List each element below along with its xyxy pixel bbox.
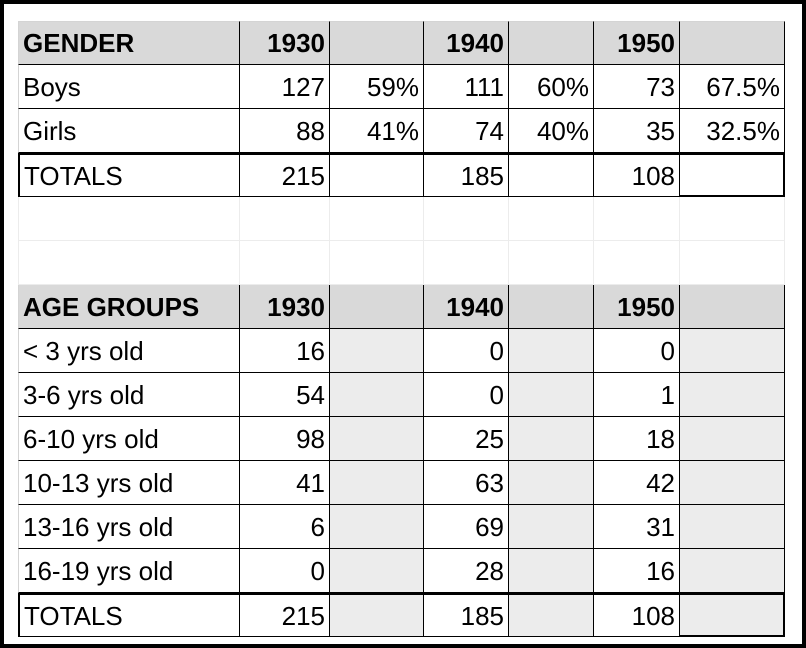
empty-cell[interactable] <box>594 197 680 241</box>
age-header-cell[interactable]: AGE GROUPS <box>18 285 240 329</box>
age-cell[interactable]: 16 <box>240 329 330 373</box>
age-cell[interactable]: 1 <box>594 373 680 417</box>
age-totals-label[interactable]: TOTALS <box>18 593 240 637</box>
age-row-label[interactable]: 10-13 yrs old <box>18 461 240 505</box>
gender-totals-cell[interactable] <box>330 153 424 197</box>
spreadsheet-grid: GENDER 1930 1940 1950 Boys 127 59% 111 60% 73 67.5… <box>18 21 785 637</box>
gender-cell[interactable]: 41% <box>330 109 424 153</box>
gender-cell[interactable]: 59% <box>330 65 424 109</box>
gender-header-cell[interactable]: GENDER <box>18 21 240 65</box>
empty-cell[interactable] <box>18 197 240 241</box>
gender-header-col-2[interactable] <box>330 21 424 65</box>
empty-cell[interactable] <box>18 241 240 285</box>
empty-cell[interactable] <box>509 241 594 285</box>
empty-cell[interactable] <box>240 197 330 241</box>
empty-cell[interactable] <box>330 197 424 241</box>
age-empty-cell[interactable] <box>330 373 424 417</box>
age-empty-cell[interactable] <box>330 417 424 461</box>
age-row-label[interactable]: 16-19 yrs old <box>18 549 240 593</box>
age-empty-cell[interactable] <box>330 505 424 549</box>
empty-cell[interactable] <box>240 241 330 285</box>
age-header-col-1[interactable]: 1930 <box>240 285 330 329</box>
empty-cell[interactable] <box>424 197 509 241</box>
gender-header-col-3[interactable]: 1940 <box>424 21 509 65</box>
gender-totals-cell[interactable]: 185 <box>424 153 509 197</box>
gender-cell[interactable]: 40% <box>509 109 594 153</box>
age-cell[interactable]: 0 <box>424 373 509 417</box>
age-empty-cell[interactable] <box>509 417 594 461</box>
age-empty-cell[interactable] <box>330 461 424 505</box>
age-empty-cell[interactable] <box>680 549 785 593</box>
age-totals-cell[interactable]: 108 <box>594 593 680 637</box>
gender-cell[interactable]: 127 <box>240 65 330 109</box>
age-empty-cell[interactable] <box>509 549 594 593</box>
gender-row-label[interactable]: Boys <box>18 65 240 109</box>
age-cell[interactable]: 25 <box>424 417 509 461</box>
age-header-col-2[interactable] <box>330 285 424 329</box>
age-cell[interactable]: 0 <box>594 329 680 373</box>
gender-totals-cell[interactable] <box>680 153 785 197</box>
age-row-label[interactable]: 6-10 yrs old <box>18 417 240 461</box>
gender-cell[interactable]: 74 <box>424 109 509 153</box>
empty-cell[interactable] <box>680 241 785 285</box>
gender-row-label[interactable]: Girls <box>18 109 240 153</box>
gender-cell[interactable]: 73 <box>594 65 680 109</box>
age-empty-cell[interactable] <box>509 461 594 505</box>
gender-cell[interactable]: 88 <box>240 109 330 153</box>
age-empty-cell[interactable] <box>509 373 594 417</box>
gender-header-col-1[interactable]: 1930 <box>240 21 330 65</box>
age-cell[interactable]: 0 <box>240 549 330 593</box>
age-totals-cell[interactable] <box>509 593 594 637</box>
age-row-label[interactable]: < 3 yrs old <box>18 329 240 373</box>
age-empty-cell[interactable] <box>680 373 785 417</box>
age-row-label[interactable]: 3-6 yrs old <box>18 373 240 417</box>
gender-header-col-5[interactable]: 1950 <box>594 21 680 65</box>
empty-cell[interactable] <box>594 241 680 285</box>
gender-totals-label[interactable]: TOTALS <box>18 153 240 197</box>
age-totals-cell[interactable] <box>330 593 424 637</box>
age-empty-cell[interactable] <box>330 549 424 593</box>
age-totals-cell[interactable]: 185 <box>424 593 509 637</box>
gender-cell[interactable]: 67.5% <box>680 65 785 109</box>
age-empty-cell[interactable] <box>680 461 785 505</box>
age-empty-cell[interactable] <box>509 505 594 549</box>
age-empty-cell[interactable] <box>680 329 785 373</box>
age-empty-cell[interactable] <box>680 505 785 549</box>
age-cell[interactable]: 42 <box>594 461 680 505</box>
gender-totals-cell[interactable]: 108 <box>594 153 680 197</box>
age-cell[interactable]: 98 <box>240 417 330 461</box>
age-header-col-3[interactable]: 1940 <box>424 285 509 329</box>
age-cell[interactable]: 0 <box>424 329 509 373</box>
gender-totals-cell[interactable]: 215 <box>240 153 330 197</box>
gender-totals-cell[interactable] <box>509 153 594 197</box>
age-empty-cell[interactable] <box>330 329 424 373</box>
age-header-col-4[interactable] <box>509 285 594 329</box>
age-cell[interactable]: 6 <box>240 505 330 549</box>
gender-cell[interactable]: 35 <box>594 109 680 153</box>
age-cell[interactable]: 28 <box>424 549 509 593</box>
gender-header-col-6[interactable] <box>680 21 785 65</box>
empty-cell[interactable] <box>680 197 785 241</box>
age-cell[interactable]: 69 <box>424 505 509 549</box>
gender-header-col-4[interactable] <box>509 21 594 65</box>
gender-cell[interactable]: 111 <box>424 65 509 109</box>
empty-cell[interactable] <box>424 241 509 285</box>
gender-cell[interactable]: 60% <box>509 65 594 109</box>
age-totals-cell[interactable]: 215 <box>240 593 330 637</box>
age-cell[interactable]: 41 <box>240 461 330 505</box>
age-totals-cell[interactable] <box>680 593 785 637</box>
age-row-label[interactable]: 13-16 yrs old <box>18 505 240 549</box>
age-cell[interactable]: 18 <box>594 417 680 461</box>
gender-cell[interactable]: 32.5% <box>680 109 785 153</box>
age-cell[interactable]: 54 <box>240 373 330 417</box>
age-header-col-6[interactable] <box>680 285 785 329</box>
empty-cell[interactable] <box>330 241 424 285</box>
age-header-col-5[interactable]: 1950 <box>594 285 680 329</box>
age-empty-cell[interactable] <box>509 329 594 373</box>
age-cell[interactable]: 16 <box>594 549 680 593</box>
age-cell[interactable]: 31 <box>594 505 680 549</box>
age-empty-cell[interactable] <box>680 417 785 461</box>
empty-cell[interactable] <box>509 197 594 241</box>
age-cell[interactable]: 63 <box>424 461 509 505</box>
